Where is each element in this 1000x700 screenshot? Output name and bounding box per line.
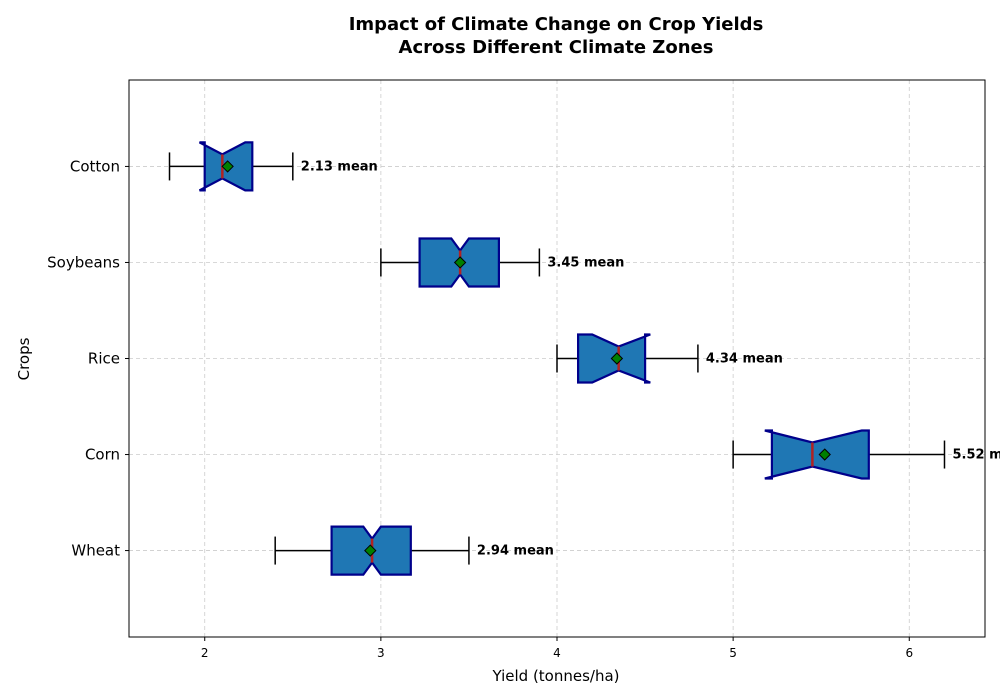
mean-marker-rice — [610, 352, 624, 365]
y-tick-label: Cotton — [70, 157, 120, 175]
y-axis-label: Crops — [15, 337, 33, 380]
mean-label-wheat: 2.94 mean — [477, 544, 554, 559]
x-tick-label: 4 — [553, 646, 561, 660]
y-tick-label: Rice — [88, 350, 120, 368]
mean-label-rice: 4.34 mean — [706, 352, 783, 367]
mean-marker-soybeans — [453, 256, 467, 269]
x-tick-label: 3 — [377, 646, 385, 660]
box-corn — [764, 429, 870, 480]
chart-title-line-2: Across Different Climate Zones — [399, 37, 714, 58]
mean-label-soybeans: 3.45 mean — [547, 255, 624, 270]
axes-frame — [128, 79, 986, 638]
plot-area: 2 3 4 5 6 Wheat Corn Rice Soybeans Cotton 2.94 mea… — [47, 79, 1000, 660]
mean-marker-corn — [818, 448, 831, 461]
x-tick-label: 5 — [729, 646, 737, 660]
chart-title-line-1: Impact of Climate Change on Crop Yields — [349, 14, 764, 35]
mean-label-cotton: 2.13 mean — [301, 159, 378, 174]
x-axis-label: Yield (tonnes/ha) — [491, 667, 619, 685]
mean-label-corn: 5.52 mean — [952, 448, 1000, 463]
y-tick-label: Wheat — [71, 542, 120, 560]
mean-marker-cotton — [221, 160, 234, 173]
x-tick-label: 2 — [201, 646, 209, 660]
y-tick-label: Soybeans — [47, 253, 120, 271]
mean-marker-wheat — [364, 544, 377, 557]
y-tick-label: Corn — [85, 446, 120, 464]
x-tick-label: 6 — [905, 646, 913, 660]
